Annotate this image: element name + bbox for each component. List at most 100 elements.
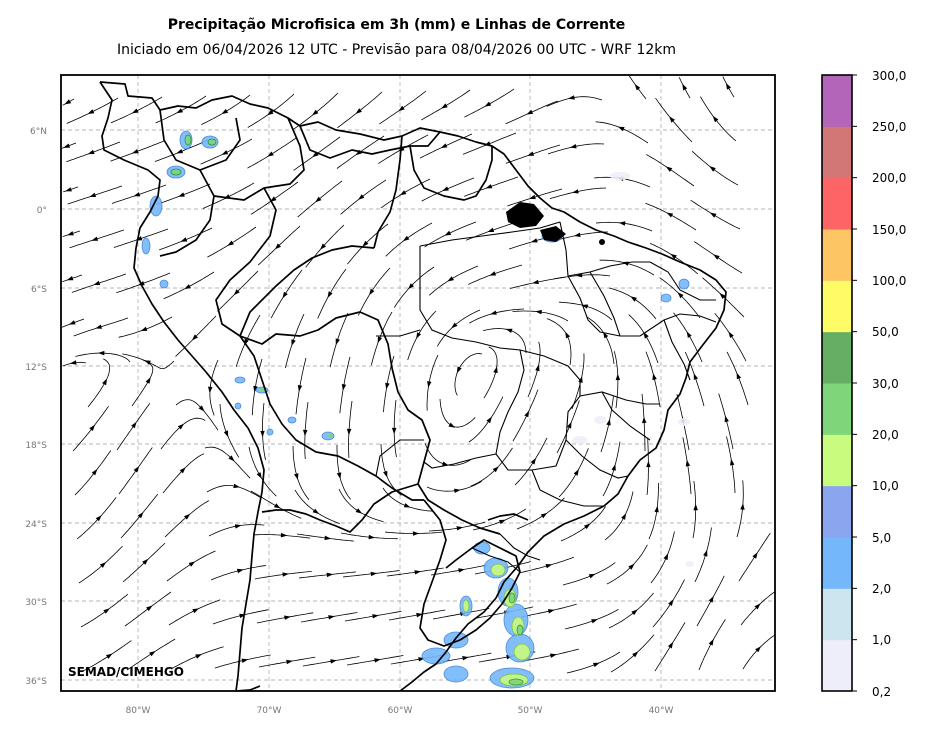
streamline-arrow xyxy=(227,240,234,246)
precipitation-cell xyxy=(660,293,672,303)
streamline-arrow xyxy=(730,458,735,466)
precipitation-cell xyxy=(686,561,694,567)
streamline-arrow xyxy=(87,149,95,155)
streamline-arrow xyxy=(631,609,638,616)
streamline-arrow xyxy=(330,659,337,664)
chart-title: Precipitação Microfisica em 3h (mm) e Li… xyxy=(167,17,626,33)
streamline-arrow xyxy=(362,240,369,247)
colorbar xyxy=(821,74,857,692)
streamline-arrow xyxy=(573,232,581,237)
streamline-arrow xyxy=(179,467,186,474)
streamline-arrow xyxy=(666,212,674,218)
colorbar-label: 300,0 xyxy=(872,69,906,83)
streamline-arrow xyxy=(68,320,76,325)
latitude-labels: 6°N 0° 6°S 12°S 18°S 24°S 30°S 36°S xyxy=(25,127,47,687)
precipitation-cell xyxy=(513,643,531,661)
precipitation-cell xyxy=(610,172,630,180)
streamline-arrow xyxy=(668,641,674,649)
streamline-arrow xyxy=(282,572,289,577)
streamline-arrow xyxy=(149,651,156,657)
colorbar-label: 5,0 xyxy=(872,531,891,545)
lat-label: 18°S xyxy=(25,441,47,451)
streamline-arrow xyxy=(89,192,97,197)
lat-label: 36°S xyxy=(25,677,47,687)
streamline-arrow xyxy=(320,243,327,250)
streamline-arrow xyxy=(280,532,288,538)
streamline-arrow xyxy=(64,99,72,105)
streamlines xyxy=(61,75,775,674)
credit-label: SEMAD/CIMEHGO xyxy=(68,665,184,679)
precipitation-cell xyxy=(259,388,265,392)
streamline-arrow xyxy=(137,512,144,519)
streamline-arrow xyxy=(93,280,101,286)
colorbar-label: 50,0 xyxy=(872,325,899,339)
streamline-arrow xyxy=(398,105,405,112)
streamline-arrow xyxy=(312,109,319,116)
streamline-arrow xyxy=(578,376,583,383)
streamline-arrow xyxy=(566,421,572,429)
streamline-arrow xyxy=(754,603,761,610)
streamline-arrow xyxy=(490,310,497,315)
streamline-arrow xyxy=(184,513,191,520)
streamline-arrow xyxy=(192,608,200,614)
streamline-arrow xyxy=(440,143,448,149)
colorbar-label: 150,0 xyxy=(872,223,906,237)
streamline-arrow xyxy=(669,116,675,123)
streamline-arrow xyxy=(709,166,716,172)
streamline-arrow xyxy=(315,196,322,203)
lon-label: 40°W xyxy=(649,706,674,716)
colorbar-segment xyxy=(822,75,852,127)
streamline-arrow xyxy=(591,619,598,624)
streamline-arrow xyxy=(527,151,535,156)
lon-label: 60°W xyxy=(388,706,413,716)
streamline-arrow xyxy=(456,526,464,531)
streamline-arrow xyxy=(535,364,540,372)
colorbar-segment xyxy=(822,383,852,435)
streamline-arrow xyxy=(260,430,265,438)
colorbar-segment xyxy=(822,280,852,333)
streamline-arrow xyxy=(414,570,422,575)
streamline-arrow xyxy=(97,350,105,356)
streamline-arrow xyxy=(634,83,641,91)
precipitation-cell xyxy=(678,418,690,426)
streamline-arrow xyxy=(677,292,684,299)
precipitation-cell xyxy=(266,428,274,436)
streamline-arrow xyxy=(91,468,98,476)
precipitation-cell xyxy=(462,599,470,613)
streamline-arrow xyxy=(693,373,698,380)
precipitation-cell xyxy=(572,436,588,444)
streamline-arrow xyxy=(630,296,637,302)
streamline-arrow xyxy=(297,385,303,392)
streamline-arrow xyxy=(708,596,714,603)
country-boundaries xyxy=(99,81,727,691)
lat-label: 6°S xyxy=(31,285,47,295)
streamline-arrow xyxy=(499,519,506,525)
streamline-arrow xyxy=(131,108,139,114)
precipitation-cell xyxy=(490,563,506,577)
streamline-arrow xyxy=(391,427,397,435)
streamline-arrow xyxy=(368,534,376,540)
streamline-arrow xyxy=(372,614,379,619)
precipitation-cell xyxy=(594,416,606,424)
streamline-arrow xyxy=(713,254,720,260)
streamline-arrow xyxy=(416,612,423,618)
streamline-arrow xyxy=(67,231,74,236)
streamline-arrow xyxy=(484,101,492,107)
streamline-arrow xyxy=(462,656,469,661)
streamline-arrow xyxy=(253,385,258,393)
streamline-arrow xyxy=(646,460,651,468)
precipitation-cell xyxy=(184,134,192,146)
streamline-arrow xyxy=(632,651,639,658)
streamline-arrow xyxy=(95,515,102,522)
streamline-arrow xyxy=(458,568,465,573)
streamline-arrow xyxy=(89,424,95,431)
streamline-arrow xyxy=(191,334,198,341)
streamline-arrow xyxy=(221,150,229,155)
streamline-arrow xyxy=(233,289,240,296)
state-boundaries xyxy=(375,221,717,573)
lat-label: 12°S xyxy=(25,363,47,373)
streamline-arrow xyxy=(524,410,530,418)
streamline-arrow xyxy=(223,430,229,438)
streamline-arrow xyxy=(526,109,534,115)
streamline-arrow xyxy=(335,338,340,346)
